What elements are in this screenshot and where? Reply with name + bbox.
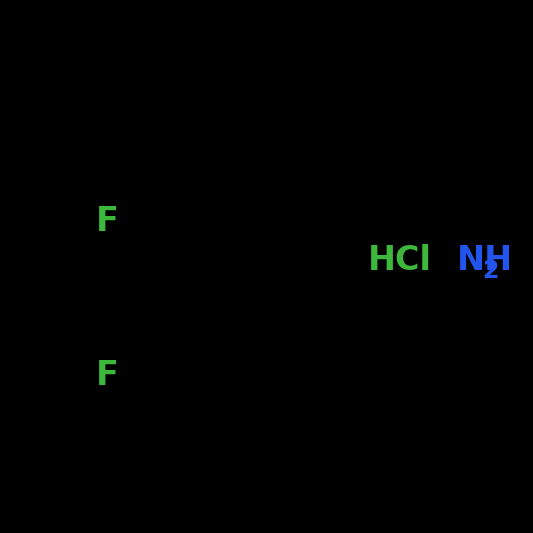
Text: HCl: HCl: [368, 244, 432, 277]
Text: F: F: [96, 205, 119, 238]
Text: F: F: [96, 359, 119, 392]
Text: 2: 2: [482, 259, 499, 282]
Text: NH: NH: [456, 244, 513, 277]
